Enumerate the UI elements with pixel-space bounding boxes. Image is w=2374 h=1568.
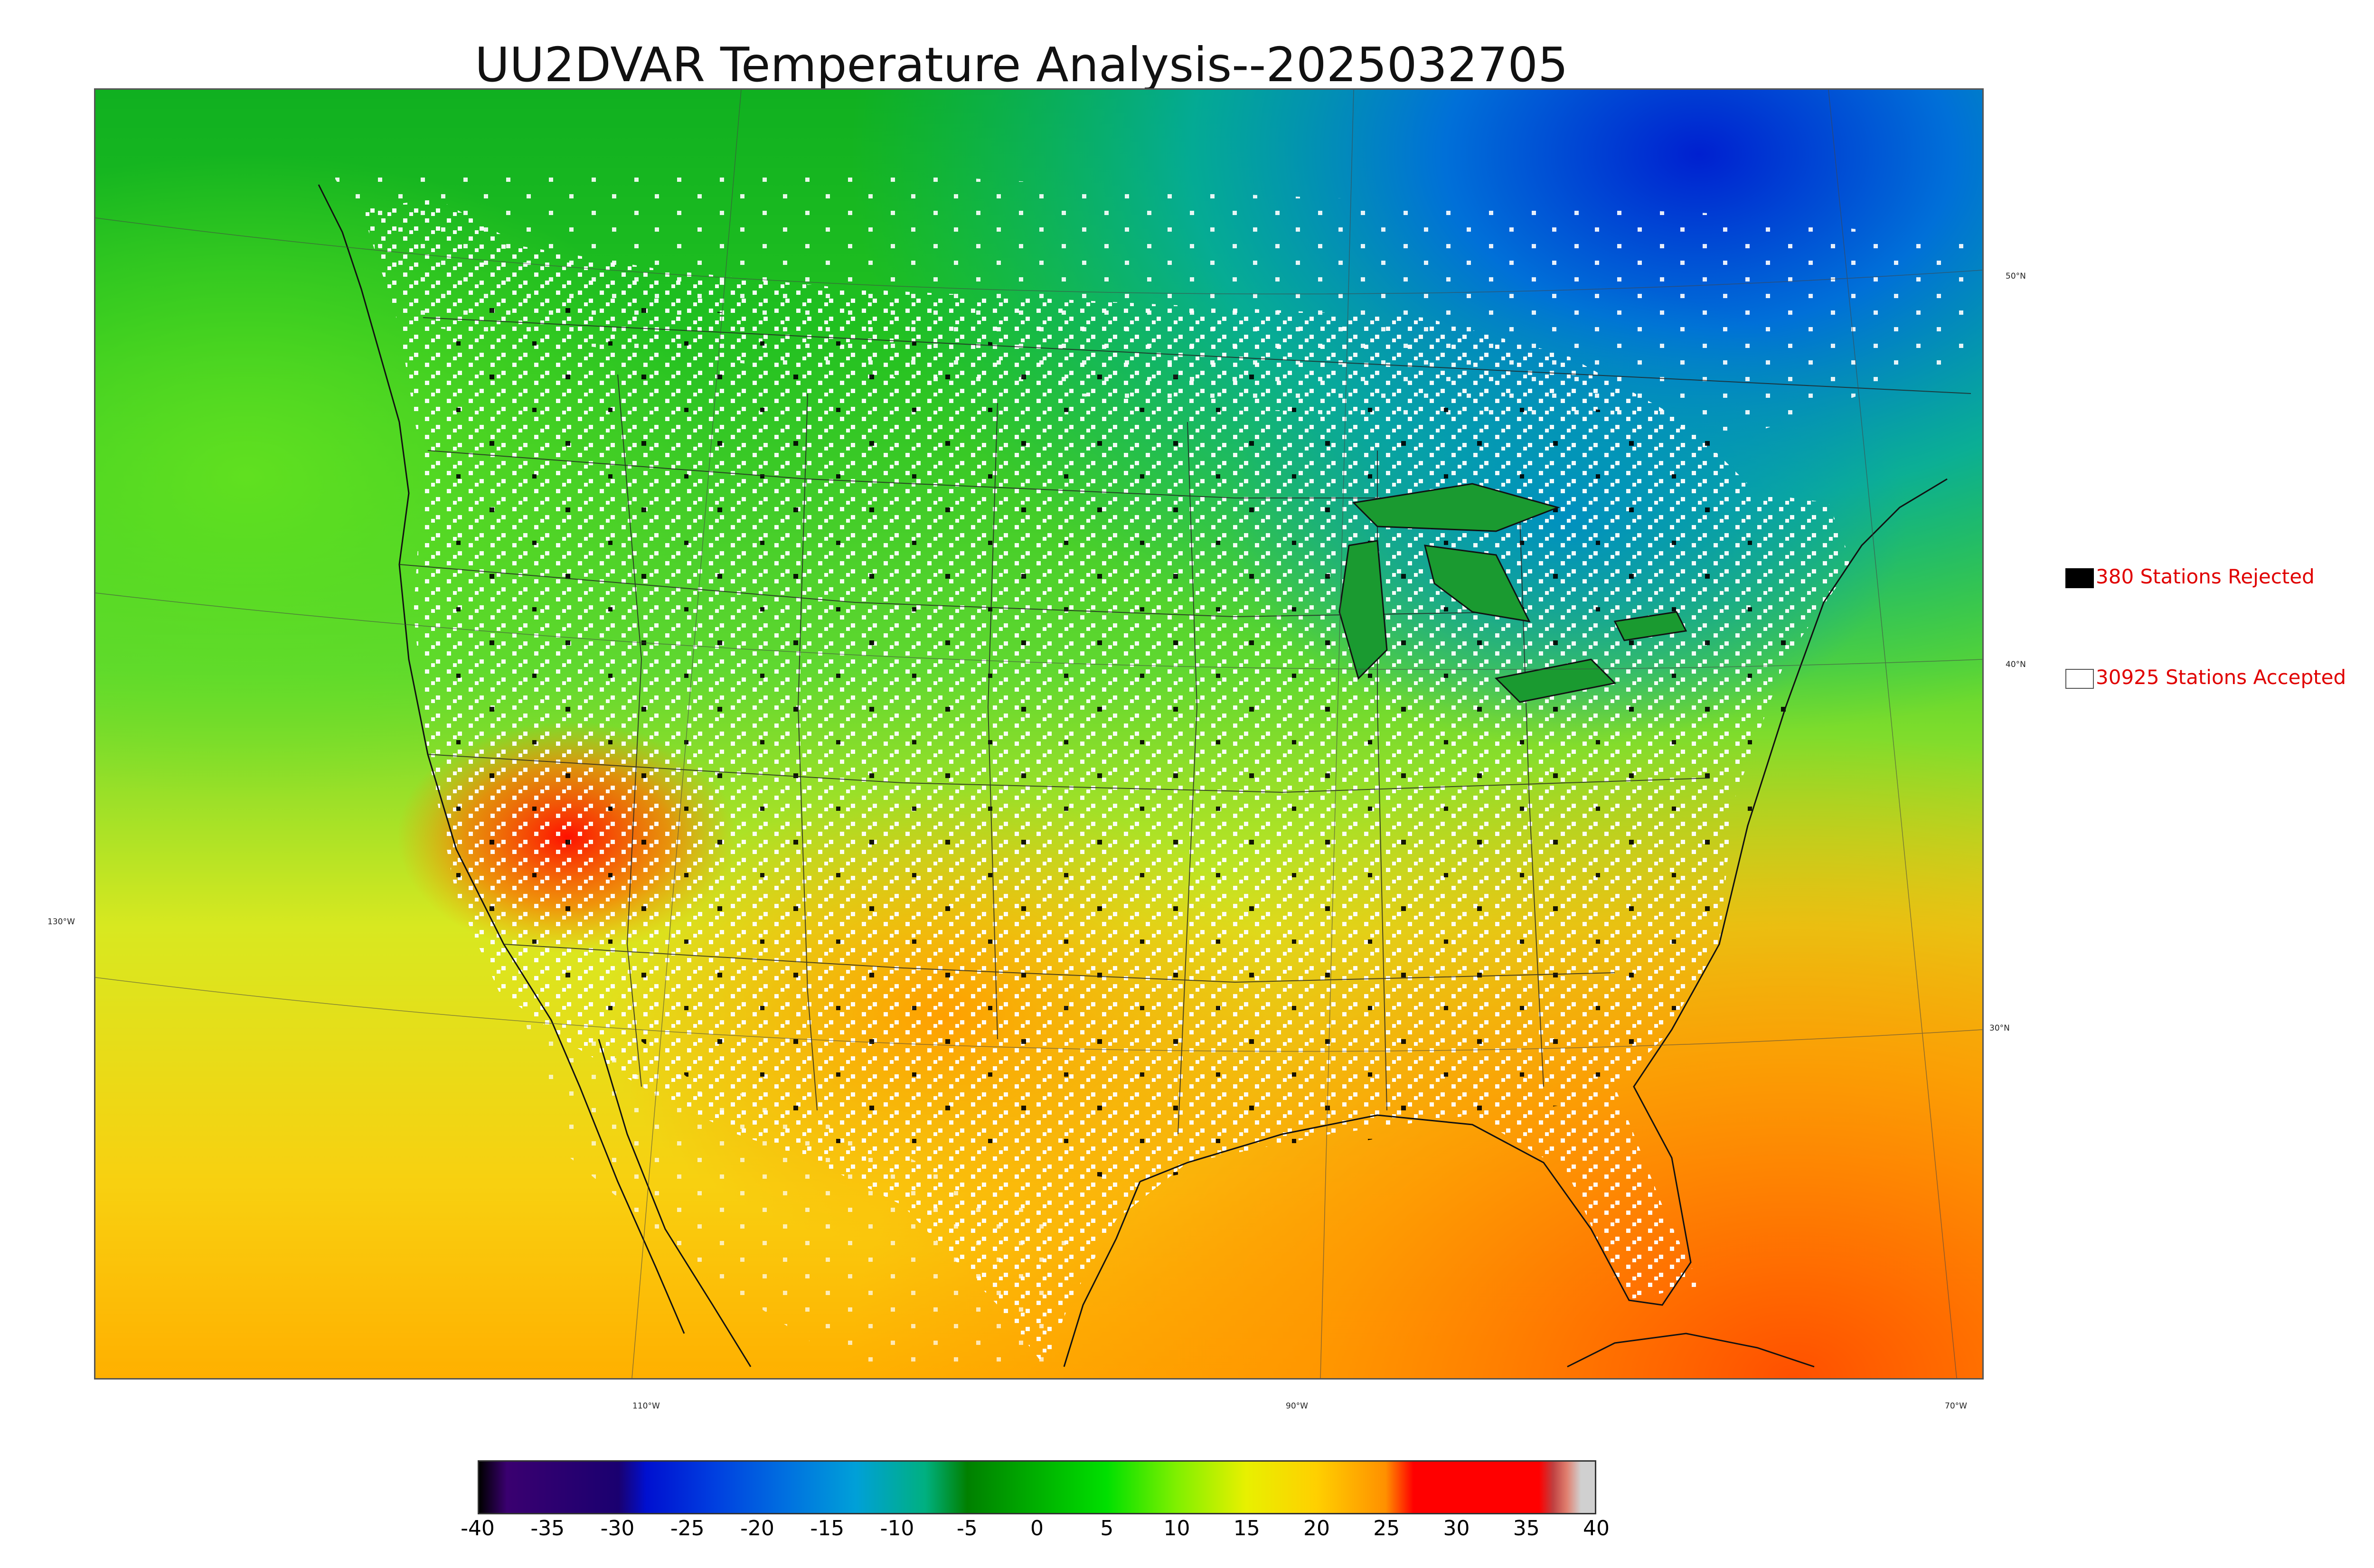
lon-label-70: 70°W xyxy=(1945,1401,1967,1411)
colorbar-tick-label: -25 xyxy=(670,1516,705,1540)
colorbar-tick-label: -30 xyxy=(600,1516,635,1540)
legend-rejected: 380 Stations Rejected xyxy=(2065,565,2315,588)
colorbar-tick-label: 25 xyxy=(1373,1516,1400,1540)
colorbar-tick-label: 0 xyxy=(1030,1516,1044,1540)
graticule-lines xyxy=(95,90,1982,1378)
map-title: UU2DVAR Temperature Analysis--2025032705 xyxy=(475,37,1568,93)
lat-label-40: 40°N xyxy=(2006,660,2026,669)
colorbar-tick-label: 40 xyxy=(1583,1516,1610,1540)
lon-label-110: 110°W xyxy=(632,1401,660,1411)
colorbar-tick-label: -15 xyxy=(810,1516,845,1540)
colorbar-tick-label: 15 xyxy=(1233,1516,1260,1540)
colorbar-tick-label: 30 xyxy=(1443,1516,1470,1540)
colorbar-tick-label: 5 xyxy=(1100,1516,1114,1540)
colorbar-tick-label: 10 xyxy=(1163,1516,1190,1540)
accepted-stations-mexico xyxy=(523,1015,1069,1371)
legend-accepted-label: 30925 Stations Accepted xyxy=(2096,666,2346,689)
colorbar-tick-label: -10 xyxy=(880,1516,914,1540)
colorbar-tick-label: -40 xyxy=(461,1516,495,1540)
lat-label-30: 30°N xyxy=(1989,1023,2010,1033)
great-lakes xyxy=(1338,483,1687,703)
rejected-swatch xyxy=(2065,568,2094,588)
colorbar-tick-label: -5 xyxy=(956,1516,978,1540)
colorbar-tick-label: -35 xyxy=(530,1516,565,1540)
lon-label-90: 90°W xyxy=(1286,1401,1308,1411)
legend-rejected-label: 380 Stations Rejected xyxy=(2096,565,2315,588)
colorbar-tick-label: -20 xyxy=(740,1516,774,1540)
lon-label-130: 130°W xyxy=(47,917,75,927)
accepted-stations-canada xyxy=(333,166,1971,432)
accepted-swatch xyxy=(2065,668,2094,689)
temperature-colorbar xyxy=(478,1460,1596,1514)
temperature-map[interactable] xyxy=(94,88,1984,1380)
colorbar-tick-label: 35 xyxy=(1513,1516,1540,1540)
lat-label-50: 50°N xyxy=(2006,272,2026,281)
coastlines xyxy=(318,184,1948,1368)
colorbar-tick-label: 20 xyxy=(1303,1516,1330,1540)
legend-accepted: 30925 Stations Accepted xyxy=(2065,666,2346,689)
